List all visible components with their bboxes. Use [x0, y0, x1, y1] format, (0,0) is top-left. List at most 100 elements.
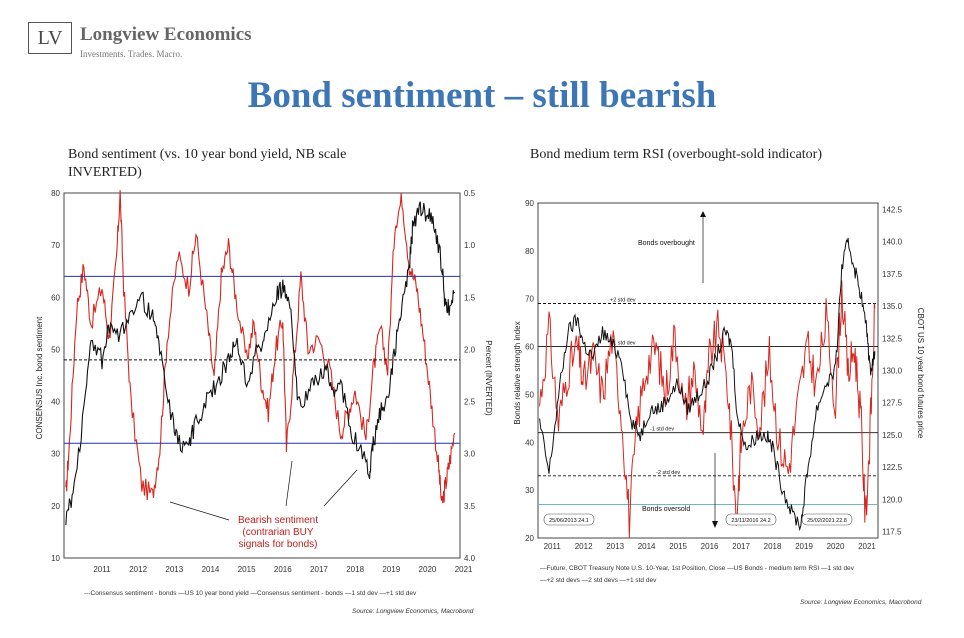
right-source: Source: Longview Economics, Macrobond: [800, 599, 922, 606]
price-y-tick: 135.0: [882, 302, 903, 311]
right-y-tick: 0.5: [464, 189, 476, 198]
annotation-line3: signals for bonds): [239, 539, 318, 550]
rsi-y-tick: 50: [525, 390, 534, 399]
std-dev-label: +1 std dev: [610, 341, 636, 347]
annotation-arrow: [285, 460, 293, 507]
x-tick: 2019: [382, 565, 400, 574]
annotation-line1: Bearish sentiment: [238, 515, 318, 526]
bonds-oversold-label: Bonds oversold: [642, 506, 690, 513]
rsi-y-tick: 60: [525, 343, 534, 352]
price-y-tick: 120.0: [882, 495, 903, 504]
x-tick: 2015: [669, 542, 687, 551]
annotation-arrow: [169, 501, 230, 521]
x-tick: 2021: [858, 542, 876, 551]
date-label-3-text: 25/02/2021 22.8: [807, 518, 847, 524]
left-y-tick: 30: [51, 450, 60, 459]
right-ylabel: Percent (INVERTED): [484, 340, 493, 416]
std-dev-label: -2 std dev: [656, 470, 680, 476]
x-tick: 2012: [129, 565, 147, 574]
x-tick: 2019: [795, 542, 813, 551]
bonds-overbought-label: Bonds overbought: [638, 240, 695, 247]
right-chart: 90 80 70 60 50 40 30 20 142.5 140.0 137.5 135.0 132.…: [513, 199, 925, 606]
left-source: Source: Longview Economics, Macrobond: [352, 608, 474, 615]
x-tick: 2017: [310, 565, 328, 574]
left-y-tick: 20: [51, 502, 60, 511]
date-label-2: 23/11/2016 24.2: [725, 513, 777, 526]
left-plot-frame: [63, 192, 461, 559]
right-y-tick: 1.5: [464, 293, 476, 302]
left-chart: 80 70 60 50 40 30 20 10 0.5 1.0 1.5 2.0 2.5 3.0 3.5 4.0…: [35, 189, 493, 615]
x-tick: 2011: [93, 565, 111, 574]
left-y-tick: 70: [51, 241, 60, 250]
rsi-y-tick: 40: [525, 438, 534, 447]
right-plot-frame: [537, 202, 879, 539]
annotation: Bearish sentiment (contrarian BUY signal…: [169, 460, 358, 550]
x-tick: 2018: [764, 542, 782, 551]
overbought-arrowhead: [700, 211, 706, 217]
rsi-y-tick: 70: [525, 295, 534, 304]
price-y-tick: 125.0: [882, 431, 903, 440]
x-tick: 2012: [575, 542, 593, 551]
right-chart-ylabel-right: CBOT US 10 year bond futures price: [916, 308, 925, 439]
price-y-tick: 132.5: [882, 334, 903, 343]
price-y-tick: 127.5: [882, 399, 903, 408]
x-tick: 2020: [419, 565, 437, 574]
x-tick: 2018: [346, 565, 364, 574]
x-tick: 2016: [274, 565, 292, 574]
x-tick: 2014: [202, 565, 220, 574]
annotation-line2: (contrarian BUY: [242, 527, 313, 538]
right-y-tick: 2.0: [464, 345, 476, 354]
x-tick: 2011: [544, 542, 562, 551]
std-dev-label: +2 std dev: [610, 298, 636, 304]
price-y-tick: 117.5: [882, 528, 902, 537]
rsi-y-tick: 20: [525, 534, 534, 543]
date-label-1: 25/06/2013 24.1: [543, 513, 595, 526]
date-label-3: 25/02/2021 22.8: [801, 513, 853, 526]
date-label-1-text: 25/06/2013 24.1: [549, 518, 589, 524]
left-chart-title-line2: INVERTED): [68, 165, 142, 180]
right-y-tick: 3.0: [464, 450, 476, 459]
series-line: [539, 237, 876, 532]
std-dev-label: -1 std dev: [650, 427, 674, 433]
x-tick: 2015: [238, 565, 256, 574]
date-label-2-text: 23/11/2016 24.2: [731, 518, 770, 524]
series-line: [65, 190, 456, 504]
right-y-tick: 4.0: [464, 554, 476, 563]
rsi-y-tick: 90: [525, 199, 534, 208]
price-y-tick: 130.0: [882, 367, 903, 376]
rsi-y-tick: 30: [525, 486, 534, 495]
rsi-y-tick: 80: [525, 247, 534, 256]
series-line: [539, 280, 876, 539]
right-chart-ylabel-left: Bonds relative strength index: [513, 321, 522, 424]
left-y-tick: 80: [51, 189, 60, 198]
price-y-tick: 122.5: [882, 463, 903, 472]
x-tick: 2016: [701, 542, 719, 551]
logo: LV: [28, 22, 72, 54]
right-y-tick: 3.5: [464, 502, 476, 511]
right-legend-row1: —Future, CBOT Treasury Note U.S. 10-Year…: [540, 565, 855, 572]
annotation-arrow: [323, 469, 358, 507]
x-tick: 2013: [165, 565, 183, 574]
x-tick: 2017: [732, 542, 750, 551]
slide-title: Bond sentiment – still bearish: [247, 75, 717, 116]
price-y-tick: 142.5: [882, 205, 903, 214]
series-line: [65, 201, 456, 526]
left-y-tick: 50: [51, 345, 60, 354]
x-tick: 2021: [455, 565, 473, 574]
left-ylabel: CONSENSUS Inc. bond sentiment: [35, 316, 44, 439]
price-y-tick: 137.5: [882, 270, 903, 279]
left-y-tick: 40: [51, 398, 60, 407]
x-tick: 2014: [638, 542, 656, 551]
right-y-tick: 1.0: [464, 241, 476, 250]
right-chart-title: Bond medium term RSI (overbought-sold in…: [530, 147, 823, 162]
tagline: Investments. Trades. Macro.: [80, 49, 183, 59]
x-tick: 2013: [606, 542, 624, 551]
brand-name: Longview Economics: [80, 24, 252, 45]
x-tick: 2020: [827, 542, 845, 551]
price-y-tick: 140.0: [882, 238, 903, 247]
left-y-tick: 60: [51, 293, 60, 302]
oversold-arrowhead: [712, 521, 718, 528]
right-y-tick: 2.5: [464, 398, 476, 407]
left-legend: ---Consensus sentiment - bonds —US 10 ye…: [84, 590, 417, 597]
left-chart-title-line1: Bond sentiment (vs. 10 year bond yield, …: [68, 147, 347, 162]
